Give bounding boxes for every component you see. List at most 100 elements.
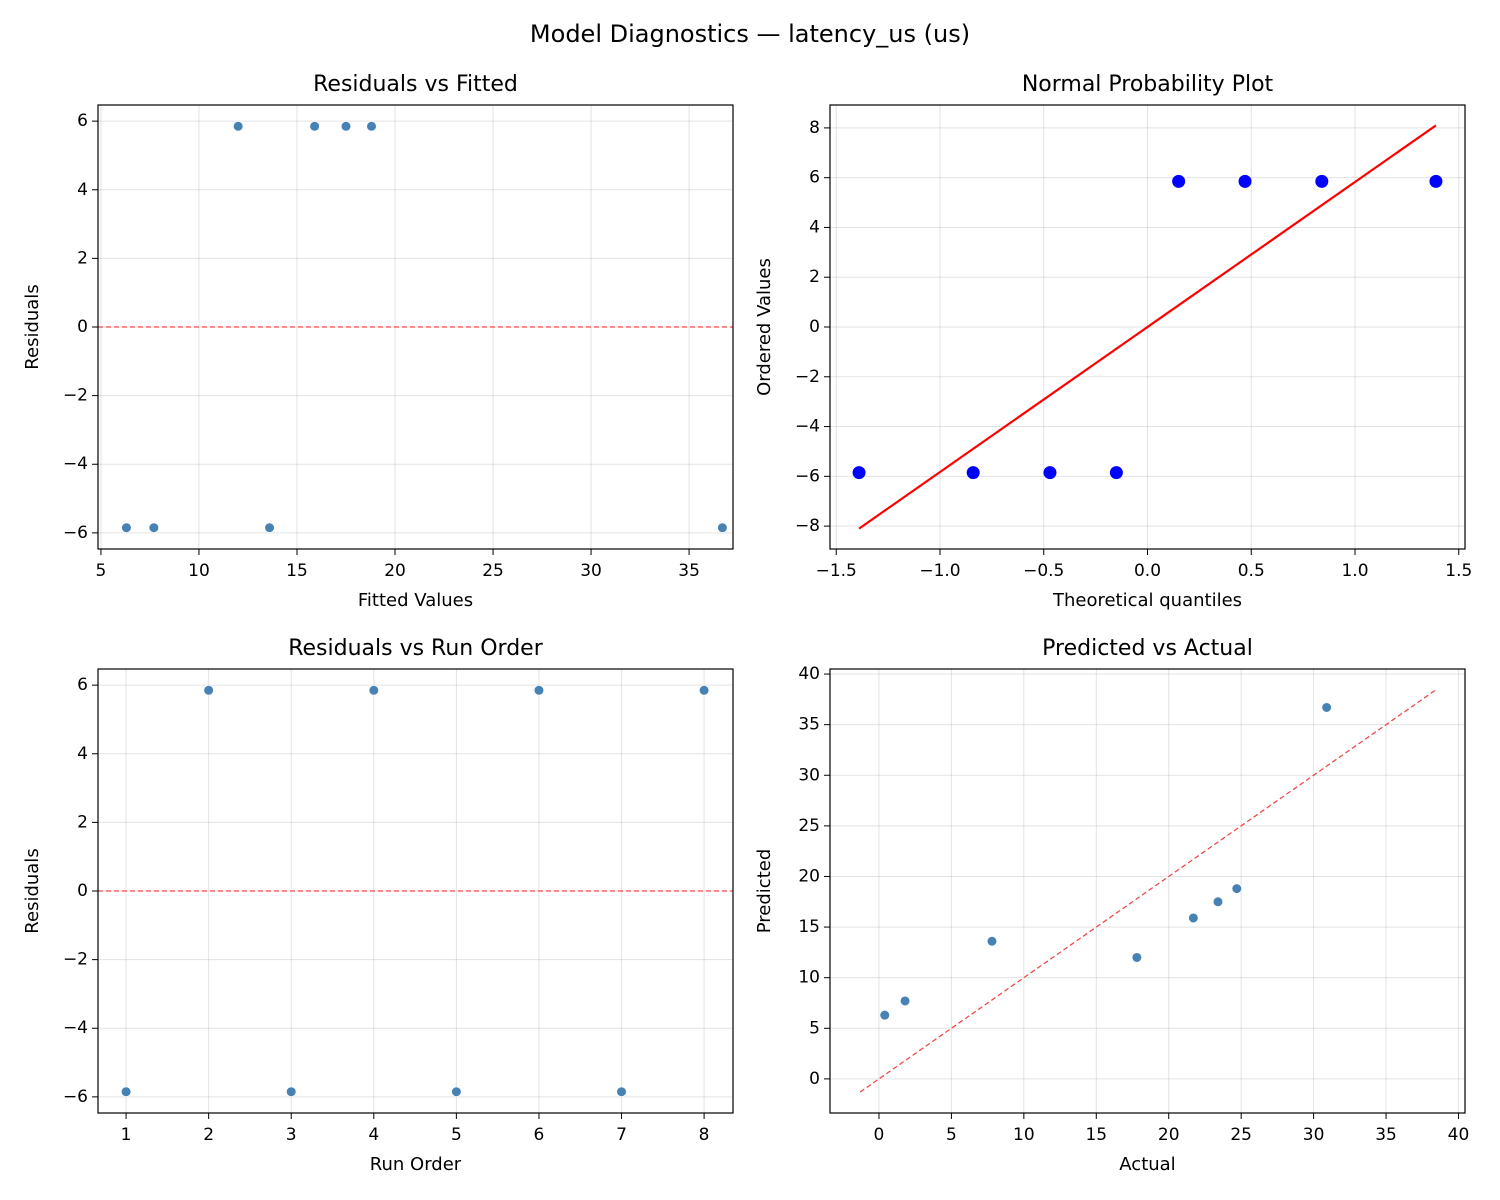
point — [309, 121, 320, 132]
x-axis-label: Theoretical quantiles — [1052, 590, 1242, 611]
x-axis-label: Run Order — [370, 1154, 462, 1175]
fit-line — [859, 688, 1438, 1093]
x-tick-label: 15 — [1085, 1125, 1107, 1145]
y-tick-label: 40 — [798, 664, 820, 684]
x-tick-label: −1.5 — [816, 561, 857, 581]
point — [717, 522, 728, 533]
y-tick-label: −2 — [63, 386, 88, 406]
y-tick-label: −4 — [63, 454, 88, 474]
subplot-title: Predicted vs Actual — [1042, 636, 1253, 661]
point — [340, 121, 352, 132]
subplot-title: Residuals vs Run Order — [288, 636, 543, 661]
point — [1429, 174, 1443, 188]
axes-frame — [829, 668, 1466, 1114]
point — [616, 1086, 627, 1097]
fit-line — [858, 124, 1437, 530]
point — [264, 522, 275, 533]
point — [966, 466, 980, 480]
x-tick-label: 15 — [286, 561, 308, 581]
y-tick-label: 25 — [798, 816, 820, 836]
x-tick-label: 7 — [616, 1125, 627, 1145]
y-tick-label: 0 — [809, 1069, 820, 1089]
figure-title: Model Diagnostics — latency_us (us) — [530, 20, 970, 48]
x-tick-label: −1.0 — [919, 561, 960, 581]
x-tick-label: 1.0 — [1341, 561, 1368, 581]
x-tick-label: 8 — [699, 1125, 710, 1145]
x-tick-label: 4 — [368, 1125, 379, 1145]
point — [451, 1086, 462, 1097]
y-tick-label: −2 — [63, 950, 88, 970]
x-tick-label: 1.5 — [1445, 561, 1472, 581]
y-axis-label: Ordered Values — [754, 258, 775, 396]
x-tick-label: 2 — [203, 1125, 214, 1145]
x-tick-label: 35 — [1375, 1125, 1397, 1145]
x-tick-label: 35 — [678, 561, 700, 581]
point — [120, 1086, 132, 1097]
x-tick-label: 30 — [580, 561, 602, 581]
point — [986, 936, 998, 947]
point — [1172, 174, 1186, 188]
x-axis-label: Actual — [1119, 1154, 1175, 1175]
point — [1212, 896, 1224, 907]
point — [366, 121, 377, 132]
y-tick-label: 6 — [77, 675, 88, 695]
x-tick-label: 1 — [121, 1125, 132, 1145]
point — [1043, 466, 1057, 480]
axes-frame — [829, 104, 1466, 550]
point — [879, 1010, 890, 1021]
point — [1321, 702, 1332, 713]
y-tick-label: −2 — [795, 367, 820, 387]
y-tick-label: −8 — [795, 516, 820, 536]
point — [286, 1086, 297, 1097]
y-axis-label: Residuals — [22, 284, 43, 369]
axes-frame — [97, 668, 734, 1114]
x-tick-label: 30 — [1303, 1125, 1325, 1145]
x-tick-label: 0.0 — [1134, 561, 1161, 581]
point — [899, 995, 911, 1007]
point — [368, 685, 379, 696]
y-tick-label: 0 — [77, 317, 88, 337]
y-tick-label: 2 — [809, 267, 820, 287]
x-tick-label: 10 — [1013, 1125, 1035, 1145]
point — [1131, 952, 1142, 963]
x-tick-label: 0.5 — [1238, 561, 1265, 581]
point — [203, 685, 214, 696]
x-tick-label: 20 — [384, 561, 406, 581]
x-tick-label: 5 — [451, 1125, 462, 1145]
y-tick-label: 15 — [798, 917, 820, 937]
point — [1315, 174, 1329, 188]
y-tick-label: −6 — [63, 523, 88, 543]
x-tick-label: 5 — [96, 561, 107, 581]
point — [698, 685, 710, 696]
x-tick-label: 20 — [1158, 1125, 1180, 1145]
subplot-title: Normal Probability Plot — [1022, 72, 1274, 97]
point — [1238, 174, 1252, 188]
y-tick-label: 6 — [77, 111, 88, 131]
y-tick-label: 6 — [809, 168, 820, 188]
point — [852, 466, 866, 480]
axes-frame — [97, 104, 734, 550]
point — [148, 522, 159, 533]
y-tick-label: 0 — [77, 881, 88, 901]
y-tick-label: −6 — [63, 1087, 88, 1107]
x-tick-label: 25 — [1230, 1125, 1252, 1145]
y-axis-label: Residuals — [22, 848, 43, 933]
y-tick-label: 30 — [798, 765, 820, 785]
x-tick-label: 5 — [946, 1125, 957, 1145]
y-tick-label: 10 — [798, 968, 820, 988]
x-tick-label: 25 — [482, 561, 504, 581]
y-tick-label: 8 — [809, 118, 820, 138]
point — [233, 121, 244, 132]
y-tick-label: 2 — [77, 812, 88, 832]
x-tick-label: 40 — [1448, 1125, 1470, 1145]
point — [1109, 466, 1123, 480]
y-tick-label: 4 — [809, 217, 820, 237]
y-tick-label: 4 — [77, 180, 88, 200]
y-tick-label: 2 — [77, 248, 88, 268]
x-tick-label: −0.5 — [1023, 561, 1064, 581]
point — [1188, 912, 1199, 924]
y-tick-label: −4 — [63, 1018, 88, 1038]
point — [533, 685, 545, 696]
y-axis-label: Predicted — [754, 849, 775, 934]
